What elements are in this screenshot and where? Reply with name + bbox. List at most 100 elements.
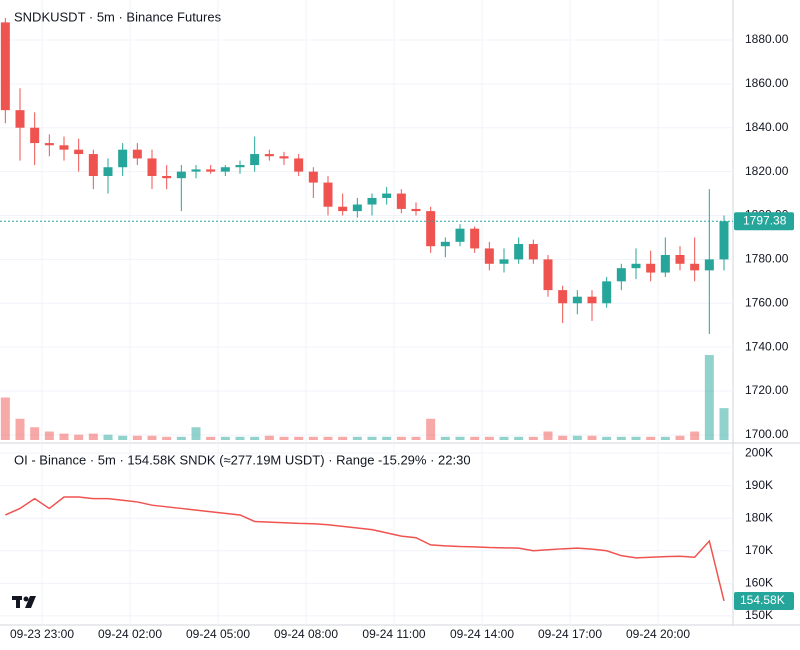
candle-body (250, 154, 260, 166)
candle-body (572, 296, 582, 304)
candle-body (514, 244, 524, 260)
volume-bar (396, 436, 406, 440)
volume-bar (206, 436, 216, 440)
candle-body (660, 255, 670, 273)
candle-body (352, 204, 362, 212)
y-tick-label: 160K (745, 575, 773, 589)
candle-body (484, 248, 494, 264)
candle-body (367, 197, 377, 205)
candle-body (279, 156, 289, 159)
x-tick-label: 09-24 08:00 (274, 627, 338, 641)
volume-bar (294, 436, 304, 440)
volume-bar (543, 431, 553, 440)
volume-bar (0, 397, 10, 440)
volume-bar (484, 436, 494, 440)
volume-bar (352, 436, 362, 440)
y-tick-label: 1740.00 (745, 339, 789, 353)
y-tick-label: 190K (745, 478, 773, 492)
candle-body (470, 228, 480, 249)
oi-title: OI - Binance · 5m · 154.58K SNDK (≈277.1… (14, 452, 471, 467)
candle-body (631, 263, 641, 269)
x-tick-label: 09-24 05:00 (186, 627, 250, 641)
x-tick-label: 09-24 02:00 (98, 627, 162, 641)
candle-body (455, 228, 465, 242)
volume-bar (118, 435, 128, 440)
y-tick-label: 200K (745, 445, 773, 459)
volume-bar (455, 436, 465, 440)
candle-body (440, 241, 450, 247)
volume-bar (675, 435, 685, 440)
candle-body (0, 22, 10, 111)
x-tick-label: 09-24 17:00 (538, 627, 602, 641)
candle-body (30, 127, 40, 144)
last-price-label: 1797.38 (743, 213, 787, 227)
volume-bar (499, 436, 509, 440)
candle-body (426, 211, 436, 247)
volume-bar (382, 436, 392, 440)
volume-bar (103, 434, 113, 440)
volume-bar (616, 436, 626, 440)
volume-bar (132, 435, 142, 440)
volume-bar (250, 436, 260, 440)
candle-body (308, 171, 318, 183)
logo (12, 596, 36, 608)
volume-bar (528, 436, 538, 440)
volume-bar (44, 431, 54, 440)
volume-bar (30, 427, 40, 440)
candle-body (118, 149, 128, 168)
y-tick-label: 1700.00 (745, 427, 789, 441)
candle-body (132, 149, 142, 159)
candle-body (704, 259, 714, 271)
candle-body (690, 263, 700, 271)
candle-body (675, 255, 685, 264)
volume-bar (470, 436, 480, 440)
volume-bar (235, 436, 245, 440)
volume-bar (514, 436, 524, 440)
volume-bar (558, 435, 568, 440)
candle-body (294, 158, 304, 172)
volume-bar (646, 436, 656, 440)
candle-body (220, 167, 230, 172)
volume-bar (323, 436, 333, 440)
volume-bar (690, 431, 700, 440)
candle-body (382, 193, 392, 198)
marks (0, 17, 733, 602)
candle-body (206, 169, 216, 172)
y-tick-label: 150K (745, 608, 773, 622)
volume-bar (279, 436, 289, 440)
y-tick-label: 1840.00 (745, 120, 789, 134)
candle-body (411, 208, 421, 212)
chart-title: SNDKUSDT · 5m · Binance Futures (14, 9, 222, 24)
candle-body (191, 169, 201, 172)
volume-bar (440, 436, 450, 440)
volume-bar (59, 433, 69, 440)
volume-bar (162, 436, 172, 440)
volume-bar (176, 436, 186, 440)
x-tick-label: 09-24 11:00 (362, 627, 425, 641)
candle-body (88, 154, 98, 176)
volume-bar (308, 436, 318, 440)
volume-bar (660, 436, 670, 440)
y-tick-label: 170K (745, 543, 773, 557)
candle-body (235, 165, 245, 168)
candle-body (587, 296, 597, 304)
candle-body (103, 167, 113, 176)
volume-bar (704, 355, 714, 440)
x-tick-label: 09-23 23:00 (10, 627, 74, 641)
volume-bar (88, 433, 98, 440)
labels: SNDKUSDT · 5m · Binance Futures OI - Bin… (10, 9, 794, 641)
y-tick-label: 1880.00 (745, 32, 789, 46)
volume-bar (631, 436, 641, 440)
volume-bar (587, 435, 597, 440)
volume-bar (367, 436, 377, 440)
y-tick-label: 1720.00 (745, 383, 789, 397)
oi-line (5, 496, 725, 602)
y-tick-label: 1780.00 (745, 252, 789, 266)
candle-body (543, 259, 553, 291)
volume-bar (572, 435, 582, 440)
candle-body (162, 176, 172, 179)
volume-bar (426, 418, 436, 440)
candle-body (646, 263, 656, 273)
